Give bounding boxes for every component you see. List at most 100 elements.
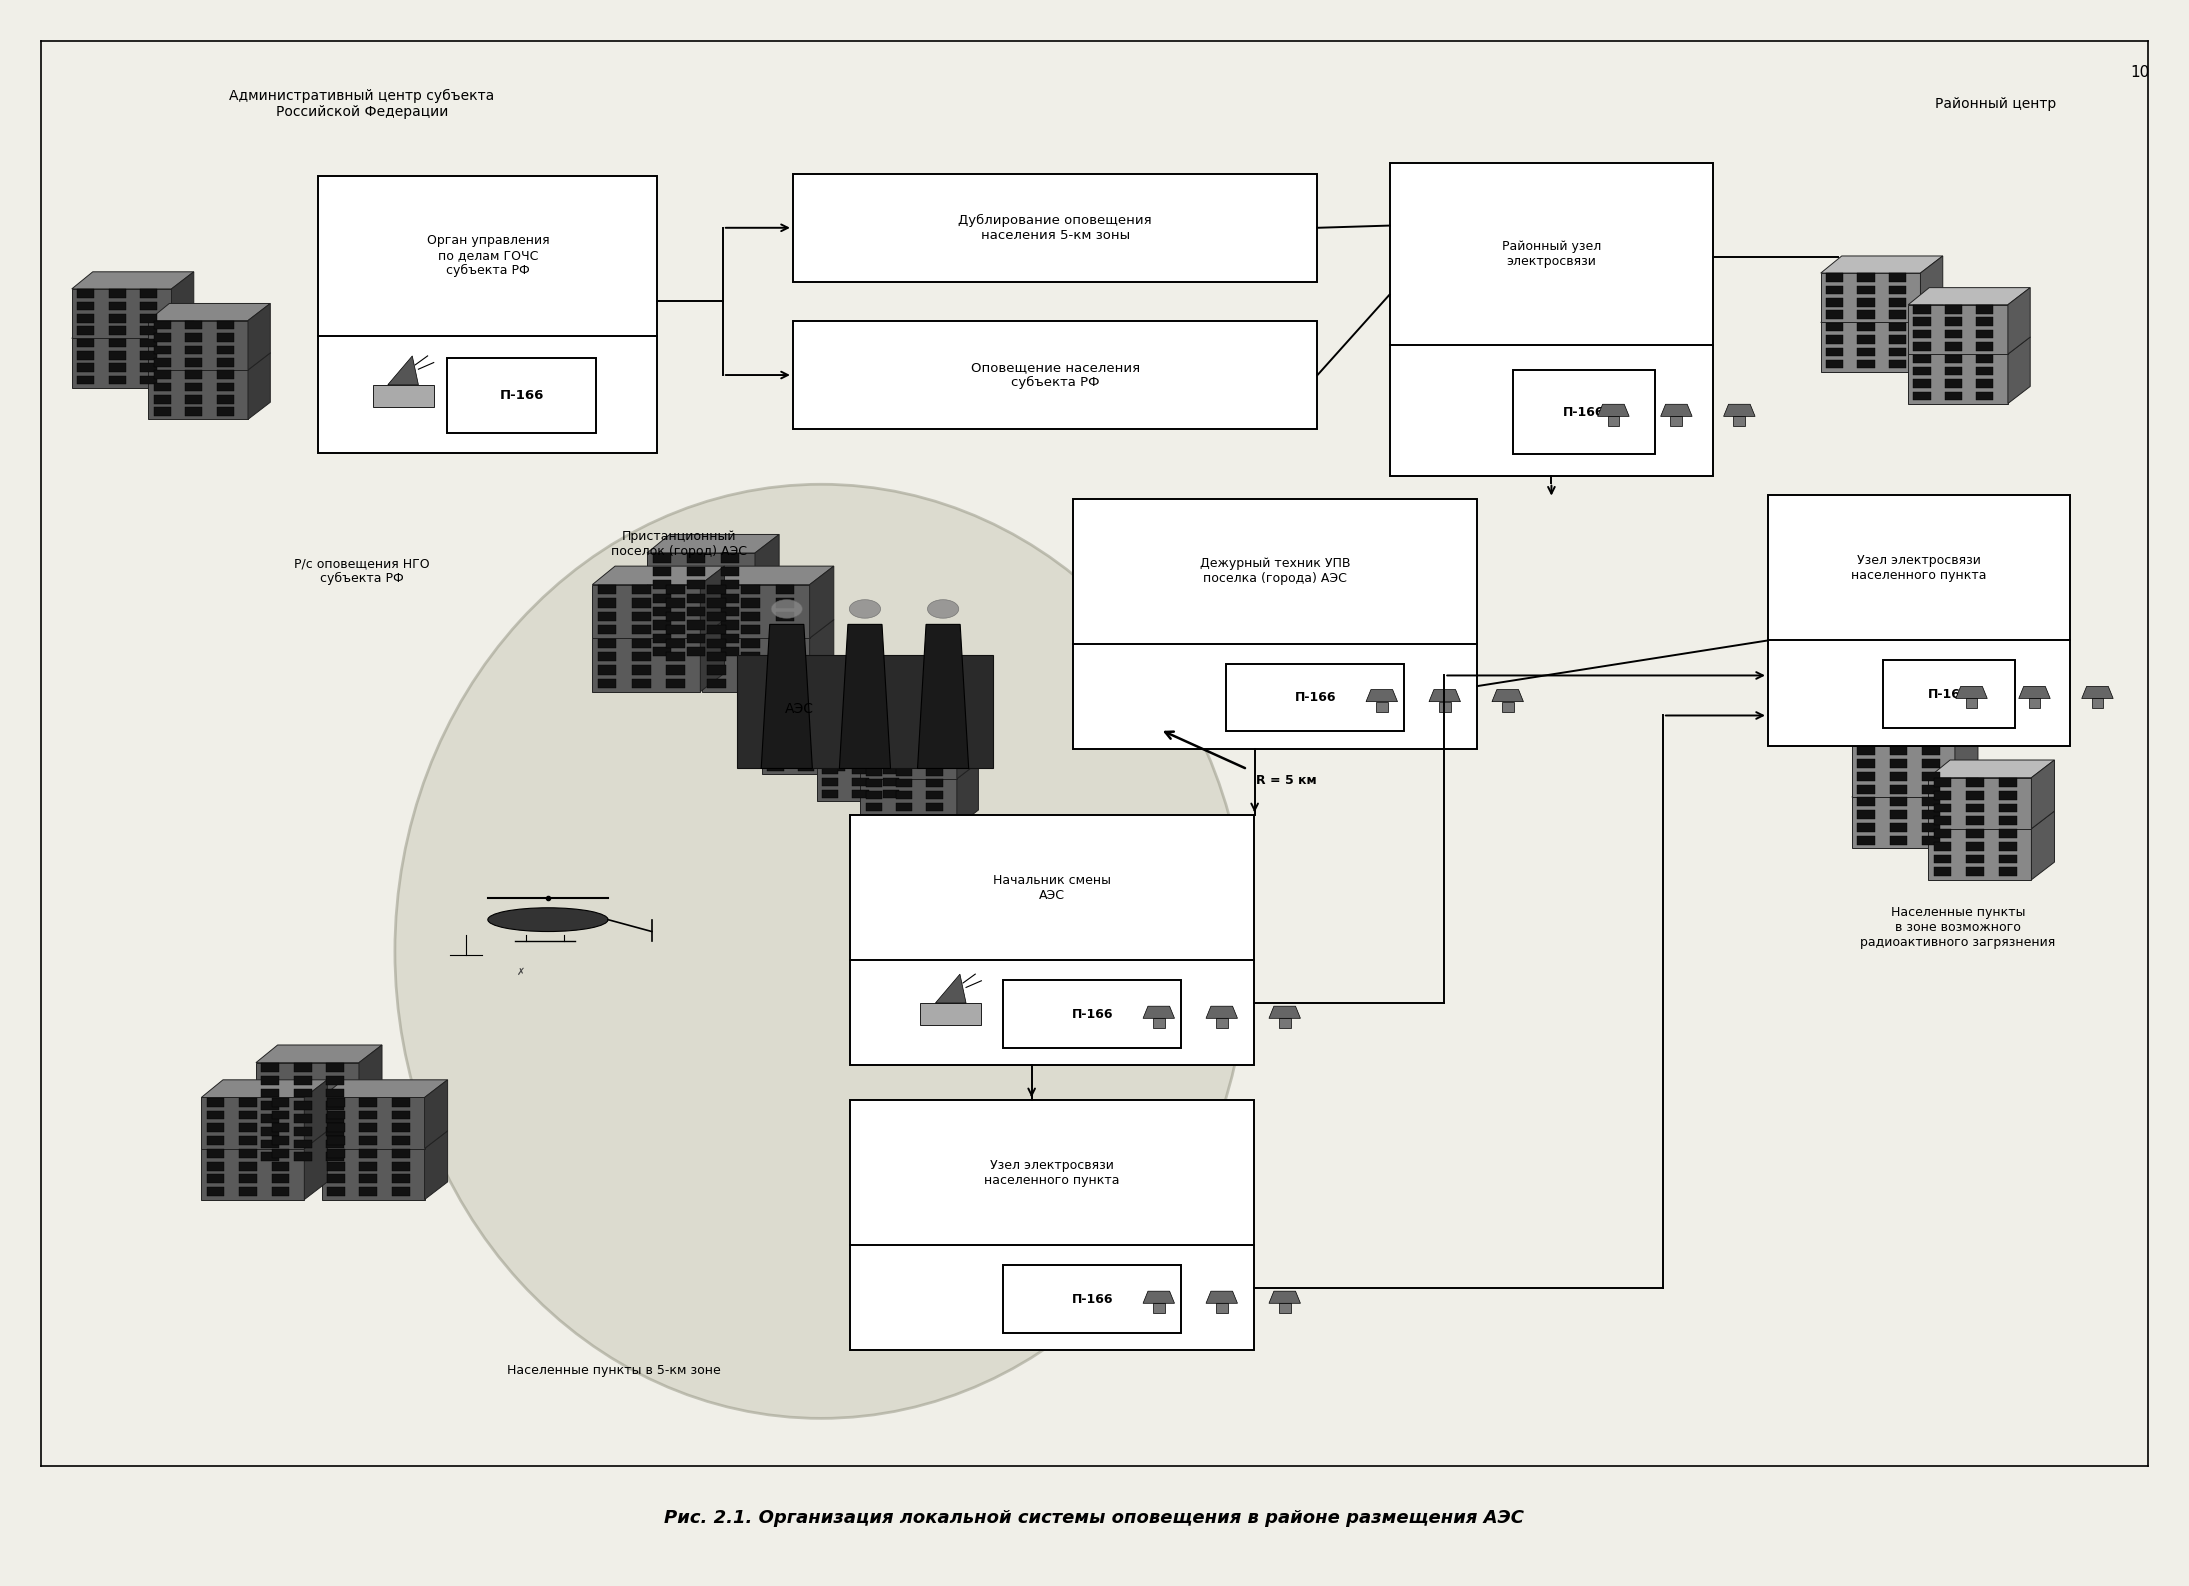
Bar xyxy=(77,314,94,322)
Bar xyxy=(766,739,784,747)
Bar xyxy=(821,790,838,798)
Bar xyxy=(1856,836,1876,845)
Bar xyxy=(2029,698,2040,709)
Bar xyxy=(1946,317,1961,327)
Polygon shape xyxy=(858,711,880,774)
Ellipse shape xyxy=(488,907,609,931)
Bar xyxy=(1922,772,1939,780)
Bar xyxy=(766,715,784,723)
Bar xyxy=(326,1188,344,1196)
Polygon shape xyxy=(359,1096,383,1164)
Polygon shape xyxy=(72,289,171,338)
Bar xyxy=(271,1161,289,1170)
Bar xyxy=(665,666,685,674)
Bar xyxy=(293,1088,311,1098)
Bar xyxy=(206,1148,223,1158)
Bar xyxy=(186,395,201,403)
Bar xyxy=(1073,498,1478,749)
Polygon shape xyxy=(256,1063,359,1113)
Bar xyxy=(707,612,727,622)
Bar xyxy=(775,585,795,595)
Bar xyxy=(821,706,838,714)
Bar xyxy=(895,791,913,799)
Bar xyxy=(326,1101,344,1110)
Bar xyxy=(153,358,171,366)
Bar xyxy=(1922,798,1939,806)
Polygon shape xyxy=(703,566,834,585)
Polygon shape xyxy=(1206,1291,1237,1304)
Bar xyxy=(652,647,672,657)
Bar xyxy=(687,580,705,590)
Text: Дублирование оповещения
населения 5-км зоны: Дублирование оповещения населения 5-км з… xyxy=(959,214,1151,241)
Bar xyxy=(1889,798,1907,806)
Text: Оповещение населения
субъекта РФ: Оповещение населения субъекта РФ xyxy=(970,362,1140,389)
Bar xyxy=(1933,829,1950,837)
Bar xyxy=(895,803,913,812)
Polygon shape xyxy=(1909,287,2029,305)
Bar xyxy=(865,731,882,739)
Ellipse shape xyxy=(849,600,880,619)
Bar xyxy=(271,1148,289,1158)
Bar xyxy=(882,777,900,787)
Bar xyxy=(260,1075,278,1085)
Bar xyxy=(865,815,882,823)
Polygon shape xyxy=(1821,255,1944,273)
Bar xyxy=(1889,823,1907,831)
Bar xyxy=(742,585,760,595)
Bar xyxy=(852,730,869,737)
Bar xyxy=(1889,836,1907,845)
Polygon shape xyxy=(2007,338,2029,403)
Bar xyxy=(1966,791,1983,799)
Bar xyxy=(1946,343,1961,351)
Bar xyxy=(1933,779,1950,787)
Bar xyxy=(707,679,727,688)
Bar xyxy=(447,358,595,433)
Bar xyxy=(1826,360,1843,368)
Bar xyxy=(326,1175,344,1183)
Bar xyxy=(1889,360,1907,368)
Bar xyxy=(882,753,900,763)
Text: Населенные пункты в 5-км зоне: Населенные пункты в 5-км зоне xyxy=(506,1364,720,1377)
Bar xyxy=(865,779,882,787)
Bar xyxy=(1502,701,1513,712)
Bar xyxy=(1933,855,1950,863)
Bar xyxy=(633,625,650,634)
Polygon shape xyxy=(2031,810,2055,880)
Polygon shape xyxy=(171,322,195,387)
Bar xyxy=(1889,810,1907,818)
Bar xyxy=(206,1188,223,1196)
Bar xyxy=(140,327,158,335)
Polygon shape xyxy=(322,1080,447,1098)
Bar xyxy=(882,766,900,774)
Polygon shape xyxy=(762,726,858,774)
Bar xyxy=(260,1113,278,1123)
Polygon shape xyxy=(322,1098,425,1148)
Bar xyxy=(372,385,433,408)
Bar xyxy=(742,598,760,607)
Bar xyxy=(1889,298,1907,306)
Bar xyxy=(1933,791,1950,799)
Bar xyxy=(359,1123,377,1132)
Bar xyxy=(239,1098,256,1107)
Ellipse shape xyxy=(771,600,803,619)
Bar xyxy=(1966,868,1983,875)
Bar xyxy=(359,1161,377,1170)
Bar xyxy=(821,742,838,750)
Bar xyxy=(1977,305,1994,314)
Polygon shape xyxy=(1909,338,2029,354)
Polygon shape xyxy=(810,566,834,638)
Bar xyxy=(109,301,125,311)
Bar xyxy=(1889,335,1907,344)
Polygon shape xyxy=(1366,690,1397,701)
Bar xyxy=(742,679,760,688)
Polygon shape xyxy=(2018,687,2051,698)
Bar xyxy=(140,301,158,311)
Bar xyxy=(926,803,943,812)
Polygon shape xyxy=(762,679,858,726)
Bar xyxy=(775,639,795,647)
Bar xyxy=(153,371,171,379)
Bar xyxy=(392,1175,409,1183)
Polygon shape xyxy=(425,1131,447,1199)
Bar xyxy=(797,715,814,723)
Bar xyxy=(326,1113,344,1123)
